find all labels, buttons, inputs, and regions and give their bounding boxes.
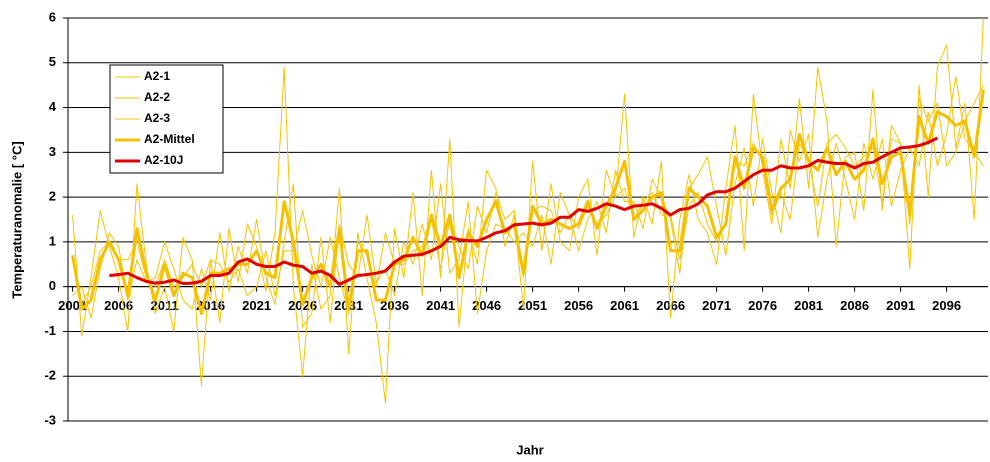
x-tick-label: 2051: [518, 298, 547, 313]
x-axis-title: Jahr: [516, 442, 543, 457]
y-tick-label: 6: [49, 9, 56, 24]
y-tick-label: 3: [49, 144, 56, 159]
x-tick-label: 2056: [564, 298, 593, 313]
x-tick-label: 2011: [150, 298, 178, 313]
legend-label: A2-1: [144, 69, 170, 83]
x-tick-label: 2021: [242, 298, 271, 313]
legend-label: A2-Mittel: [144, 132, 195, 146]
legend-label: A2-2: [144, 90, 170, 104]
y-tick-label: 1: [49, 233, 56, 248]
y-tick-label: 5: [49, 54, 56, 69]
series-line: [71, 89, 985, 315]
y-axis-title: Temperaturanomalie [ °C]: [9, 141, 24, 298]
x-tick-label: 2096: [932, 298, 961, 313]
x-tick-label: 2076: [748, 298, 777, 313]
y-tick-label: 4: [49, 99, 57, 114]
x-tick-label: 2006: [104, 298, 133, 313]
legend-label: A2-3: [144, 111, 170, 125]
x-tick-label: 2071: [702, 298, 731, 313]
x-tick-label: 2081: [794, 298, 823, 313]
legend-label: A2-10J: [144, 153, 183, 167]
x-tick-label: 2091: [886, 298, 915, 313]
y-tick-label: -3: [44, 412, 56, 427]
x-tick-label: 2086: [840, 298, 869, 313]
x-tick-label: 2036: [380, 298, 409, 313]
x-tick-label: 2041: [426, 298, 455, 313]
x-tick-label: 2061: [610, 298, 639, 313]
series-line: [109, 136, 939, 286]
y-tick-label: 0: [49, 278, 56, 293]
legend: A2-1 A2-2 A2-3 A2-Mittel A2-10J: [109, 64, 224, 174]
y-tick-label: -2: [44, 368, 56, 383]
x-tick-label: 2066: [656, 298, 685, 313]
y-tick-label: -1: [44, 323, 56, 338]
y-tick-label: 2: [49, 189, 56, 204]
